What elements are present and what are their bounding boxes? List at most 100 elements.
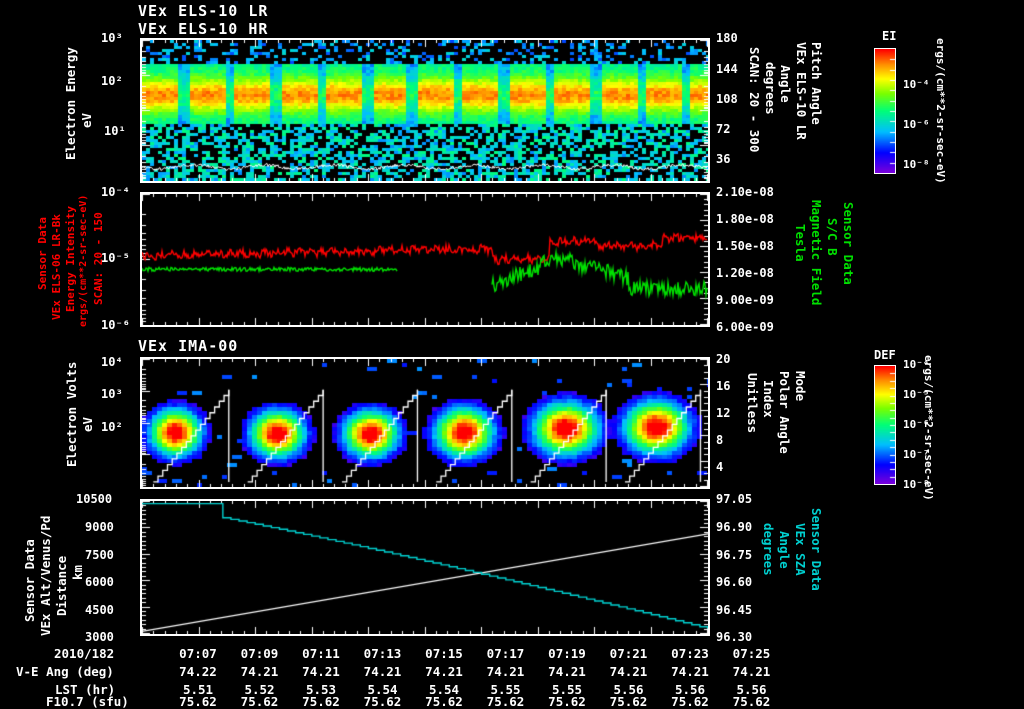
colorbar2-tick-0: 10⁻⁴: [903, 358, 930, 371]
bottom-time-0: 07:07: [179, 646, 217, 661]
bottom-lst-8: 5.56: [674, 682, 706, 697]
bottom-f107-4: 75.62: [425, 694, 463, 709]
panel3-right-label-4: Unitless: [745, 373, 760, 434]
panel4-rtick-0: 97.05: [716, 492, 753, 506]
panel3-rtick-4: 4: [716, 460, 724, 474]
panel1-ytick-0: 10³: [101, 31, 123, 45]
bottom-row-label-lst: LST (hr): [55, 682, 116, 697]
bottom-row-label-ve-ang: V-E Ang (deg): [16, 664, 114, 679]
panel3-right-label-1: Mode: [793, 371, 808, 402]
panel2-ytick-1: 10⁻⁵: [101, 251, 130, 265]
bottom-lst-0: 5.51: [182, 682, 214, 697]
panel2-ytick-2: 10⁻⁶: [101, 318, 130, 332]
bottom-time-7: 07:21: [609, 646, 648, 661]
panel1-right-label-5: SCAN: 20 - 300: [747, 47, 762, 153]
panel2-left-label-2: VEx ELS-06 LR-Bk: [50, 214, 63, 320]
panel4-left-label-3: Distance: [54, 555, 69, 616]
bottom-lst-4: 5.54: [428, 682, 460, 697]
panel2-left-label-1: Sensor Data: [36, 217, 49, 290]
bottom-time-9: 07:25: [732, 646, 771, 661]
panel4-right-label-4: degrees: [761, 523, 776, 576]
panel3-rtick-1: 16: [716, 379, 731, 393]
bottom-f107-2: 75.62: [302, 694, 340, 709]
panel2-left-label-3: Energy Intensity: [64, 206, 77, 312]
panel4-rtick-3: 96.60: [716, 575, 753, 589]
panel4-ytick-2: 7500: [85, 548, 114, 562]
bottom-f107-7: 75.62: [609, 694, 648, 709]
bottom-time-4: 07:15: [425, 646, 463, 661]
panel3-canvas: [142, 359, 708, 487]
panel1-canvas: [142, 40, 708, 181]
panel2-rtick-2: 1.50e-08: [716, 239, 774, 253]
bottom-date-label: 2010/182: [54, 646, 115, 661]
bottom-f107-3: 75.62: [363, 694, 402, 709]
panel1-title-lr: VEx ELS-10 LR: [138, 2, 269, 20]
panel3-left-label-2: eV: [80, 416, 95, 432]
panel2-ytick-0: 10⁻⁴: [101, 185, 130, 199]
panel4-timeseries[interactable]: [140, 499, 710, 636]
colorbar1-tick-1: 10⁻⁶: [903, 118, 930, 131]
panel1-title-hr: VEx ELS-10 HR: [138, 20, 269, 38]
panel4-ytick-3: 6000: [85, 575, 114, 589]
bottom-ve-ang-5: 74.21: [486, 664, 525, 679]
panel1-rtick-2: 108: [716, 92, 738, 106]
panel1-spectrogram[interactable]: [140, 38, 710, 183]
panel3-ytick-1: 10³: [101, 387, 123, 401]
bottom-ve-ang-2: 74.21: [302, 664, 340, 679]
colorbar1-units: ergs/(cm**2-sr-sec-eV): [934, 38, 947, 184]
panel2-right-label-1: Sensor Data: [841, 202, 856, 285]
panel2-rtick-0: 2.10e-08: [716, 185, 774, 199]
panel1-right-label-1: Pitch Angle: [809, 42, 824, 125]
bottom-time-5: 07:17: [486, 646, 525, 661]
bottom-ve-ang-6: 74.21: [548, 664, 586, 679]
bottom-f107-5: 75.62: [486, 694, 525, 709]
colorbar1-gradient[interactable]: [874, 48, 896, 174]
panel2-rtick-1: 1.80e-08: [716, 212, 774, 226]
bottom-f107-9: 75.62: [732, 694, 771, 709]
panel4-canvas: [142, 501, 708, 634]
panel4-ytick-1: 9000: [85, 520, 114, 534]
panel4-right-label-2: VEx SZA: [793, 523, 808, 576]
panel4-ytick-4: 4500: [85, 603, 114, 617]
panel1-ytick-1: 10²: [101, 74, 123, 88]
bottom-ve-ang-1: 74.21: [240, 664, 279, 679]
bottom-ve-ang-3: 74.21: [363, 664, 402, 679]
panel3-right-label-3: Index: [761, 380, 776, 418]
panel1-right-label-2: VEx ELS-10 LR: [794, 42, 809, 140]
bottom-lst-5: 5.55: [490, 682, 521, 697]
bottom-ve-ang-7: 74.21: [609, 664, 648, 679]
colorbar1-tick-0: 10⁻⁴: [903, 78, 930, 91]
colorbar1-tick-2: 10⁻⁸: [903, 158, 930, 171]
panel3-left-label-1: Electron Volts: [64, 361, 79, 467]
bottom-time-8: 07:23: [671, 646, 709, 661]
panel4-rtick-5: 96.30: [716, 630, 753, 644]
panel2-right-label-2: S/C B: [825, 218, 840, 256]
panel1-ytick-2: 10¹: [104, 124, 126, 138]
panel2-left-label-4: ergs/(cm**2-sr-sec-eV): [78, 194, 89, 327]
colorbar1-canvas: [875, 49, 895, 173]
panel1-left-label-2: eV: [79, 112, 94, 128]
panel3-spectrogram[interactable]: [140, 357, 710, 489]
panel2-right-label-4: Tesla: [793, 224, 808, 262]
panel3-title: VEx IMA-00: [138, 337, 239, 355]
colorbar2-canvas: [875, 366, 895, 484]
panel2-rtick-5: 6.00e-09: [716, 320, 774, 334]
colorbar2-tick-4: 10⁻⁸: [903, 478, 930, 491]
panel1-left-label-1: Electron Energy: [63, 47, 78, 160]
panel4-ytick-0: 10500: [76, 492, 113, 506]
panel1-rtick-3: 72: [716, 122, 731, 136]
bottom-lst-7: 5.56: [613, 682, 644, 697]
bottom-ve-ang-9: 74.21: [732, 664, 771, 679]
bottom-lst-1: 5.52: [244, 682, 275, 697]
panel3-rtick-2: 12: [716, 406, 731, 420]
colorbar2-gradient[interactable]: [874, 365, 896, 485]
bottom-lst-9: 5.56: [736, 682, 767, 697]
panel3-right-label-2: Polar Angle: [777, 371, 792, 454]
colorbar1-name: EI: [882, 29, 897, 43]
panel4-rtick-4: 96.45: [716, 603, 753, 617]
bottom-lst-3: 5.54: [367, 682, 398, 697]
colorbar2-tick-3: 10⁻⁷: [903, 448, 930, 461]
colorbar2-units: ergs/(cm**2-sr-sec-eV): [922, 355, 935, 501]
panel2-timeseries[interactable]: [140, 192, 710, 327]
bottom-f107-1: 75.62: [240, 694, 279, 709]
